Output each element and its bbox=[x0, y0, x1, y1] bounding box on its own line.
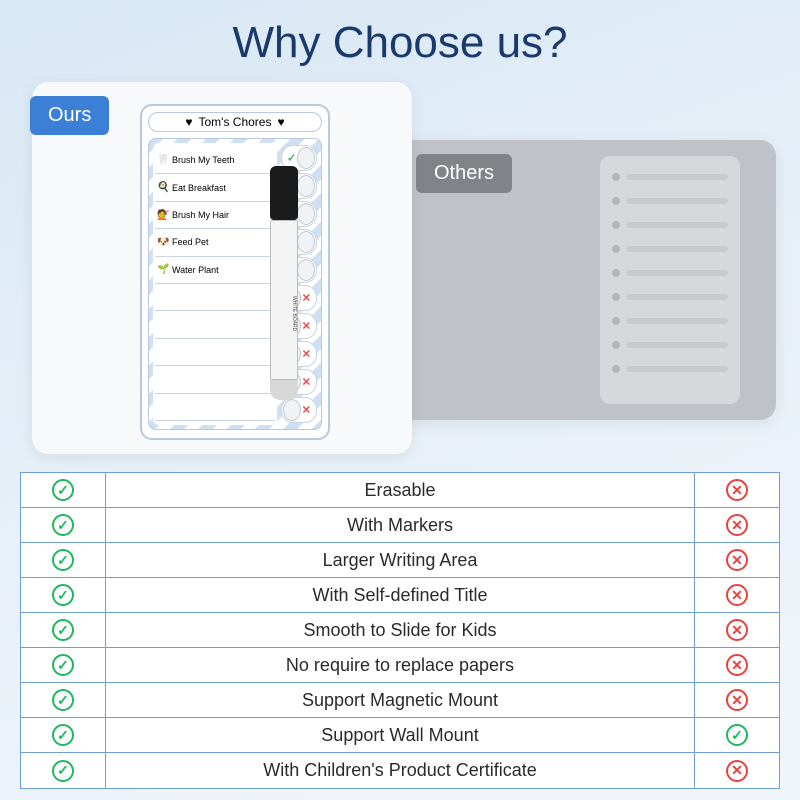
table-row: ✓ Smooth to Slide for Kids ✕ bbox=[21, 613, 779, 648]
check-icon: ✓ bbox=[52, 584, 74, 606]
comparison-table: ✓ Erasable ✕ ✓ With Markers ✕ ✓ Larger Writing … bbox=[20, 472, 780, 789]
feature-name: With Markers bbox=[105, 508, 695, 543]
marker-pen: WHITE BOARD bbox=[270, 166, 298, 406]
table-row: ✓ Larger Writing Area ✕ bbox=[21, 543, 779, 578]
chore-icon: 💇 bbox=[157, 210, 169, 221]
table-row: ✓ With Markers ✕ bbox=[21, 508, 779, 543]
others-ghost-board bbox=[600, 156, 740, 404]
table-row: ✓ With Children's Product Certificate ✕ bbox=[21, 753, 779, 788]
heart-icon: ♥ bbox=[185, 115, 192, 129]
board-title: ♥ Tom's Chores ♥ bbox=[148, 112, 322, 132]
ours-card: Ours ♥ Tom's Chores ♥ 🦷Brush My Teeth🍳Ea… bbox=[32, 82, 412, 454]
others-tag: Others bbox=[416, 154, 512, 193]
others-cell: ✕ bbox=[695, 654, 779, 676]
feature-name: No require to replace papers bbox=[105, 648, 695, 683]
check-icon: ✓ bbox=[287, 152, 296, 165]
ours-tag: Ours bbox=[30, 96, 109, 135]
chore-icon: 🍳 bbox=[157, 182, 169, 193]
check-icon: ✓ bbox=[52, 619, 74, 641]
chore-row bbox=[155, 284, 275, 311]
x-icon: ✕ bbox=[726, 689, 748, 711]
others-cell: ✕ bbox=[695, 760, 779, 782]
chore-list: 🦷Brush My Teeth🍳Eat Breakfast💇Brush My H… bbox=[153, 143, 277, 425]
ours-cell: ✓ bbox=[21, 654, 105, 676]
chore-label: Water Plant bbox=[172, 265, 219, 275]
check-icon: ✓ bbox=[52, 549, 74, 571]
chore-row: 🌱Water Plant bbox=[155, 257, 275, 284]
check-icon: ✓ bbox=[52, 724, 74, 746]
table-row: ✓ No require to replace papers ✕ bbox=[21, 648, 779, 683]
others-cell: ✕ bbox=[695, 584, 779, 606]
feature-name: Larger Writing Area bbox=[105, 543, 695, 578]
others-cell: ✓ bbox=[695, 724, 779, 746]
chore-row: 🐶Feed Pet bbox=[155, 229, 275, 256]
others-cell: ✕ bbox=[695, 549, 779, 571]
board-title-text: Tom's Chores bbox=[199, 115, 272, 129]
table-row: ✓ Support Wall Mount ✓ bbox=[21, 718, 779, 753]
others-cell: ✕ bbox=[695, 619, 779, 641]
table-row: ✓ With Self-defined Title ✕ bbox=[21, 578, 779, 613]
ours-cell: ✓ bbox=[21, 549, 105, 571]
chore-row: 🦷Brush My Teeth bbox=[155, 147, 275, 174]
chore-board: ♥ Tom's Chores ♥ 🦷Brush My Teeth🍳Eat Bre… bbox=[140, 104, 330, 440]
x-icon: ✕ bbox=[726, 619, 748, 641]
marker-label: WHITE BOARD bbox=[270, 220, 298, 380]
feature-name: Support Magnetic Mount bbox=[105, 683, 695, 718]
chore-row: 🍳Eat Breakfast bbox=[155, 174, 275, 201]
ours-cell: ✓ bbox=[21, 514, 105, 536]
product-cards: Others Ours ♥ Tom's Chores ♥ 🦷Brush My T… bbox=[24, 82, 776, 462]
check-icon: ✓ bbox=[52, 760, 74, 782]
others-cell: ✕ bbox=[695, 689, 779, 711]
feature-name: Smooth to Slide for Kids bbox=[105, 613, 695, 648]
chore-row bbox=[155, 339, 275, 366]
x-icon: ✕ bbox=[726, 514, 748, 536]
chore-icon: 🦷 bbox=[157, 155, 169, 166]
chore-row bbox=[155, 394, 275, 421]
check-icon: ✓ bbox=[52, 654, 74, 676]
x-icon: ✕ bbox=[726, 760, 748, 782]
table-row: ✓ Support Magnetic Mount ✕ bbox=[21, 683, 779, 718]
others-cell: ✕ bbox=[695, 514, 779, 536]
feature-name: With Self-defined Title bbox=[105, 578, 695, 613]
chore-icon: 🌱 bbox=[157, 264, 169, 275]
ours-cell: ✓ bbox=[21, 619, 105, 641]
chore-icon: 🐶 bbox=[157, 237, 169, 248]
x-icon: ✕ bbox=[302, 320, 311, 333]
chore-label: Feed Pet bbox=[172, 237, 209, 247]
ours-cell: ✓ bbox=[21, 724, 105, 746]
x-icon: ✕ bbox=[302, 348, 311, 361]
x-icon: ✕ bbox=[726, 549, 748, 571]
x-icon: ✕ bbox=[302, 292, 311, 305]
check-icon: ✓ bbox=[52, 479, 74, 501]
x-icon: ✕ bbox=[726, 584, 748, 606]
ours-cell: ✓ bbox=[21, 689, 105, 711]
chore-row: 💇Brush My Hair bbox=[155, 202, 275, 229]
page-title: Why Choose us? bbox=[0, 0, 800, 82]
feature-name: Erasable bbox=[105, 473, 695, 508]
feature-name: With Children's Product Certificate bbox=[105, 753, 695, 788]
chore-label: Eat Breakfast bbox=[172, 183, 226, 193]
check-icon: ✓ bbox=[52, 514, 74, 536]
others-cell: ✕ bbox=[695, 479, 779, 501]
chore-label: Brush My Hair bbox=[172, 210, 229, 220]
x-icon: ✕ bbox=[302, 404, 311, 417]
check-icon: ✓ bbox=[52, 689, 74, 711]
x-icon: ✕ bbox=[302, 376, 311, 389]
chore-row bbox=[155, 311, 275, 338]
feature-name: Support Wall Mount bbox=[105, 718, 695, 753]
x-icon: ✕ bbox=[726, 654, 748, 676]
chore-label: Brush My Teeth bbox=[172, 155, 234, 165]
chore-row bbox=[155, 366, 275, 393]
heart-icon: ♥ bbox=[277, 115, 284, 129]
ours-cell: ✓ bbox=[21, 760, 105, 782]
check-icon: ✓ bbox=[726, 724, 748, 746]
ours-cell: ✓ bbox=[21, 584, 105, 606]
ours-cell: ✓ bbox=[21, 479, 105, 501]
table-row: ✓ Erasable ✕ bbox=[21, 473, 779, 508]
x-icon: ✕ bbox=[726, 479, 748, 501]
others-card: Others bbox=[386, 140, 776, 420]
